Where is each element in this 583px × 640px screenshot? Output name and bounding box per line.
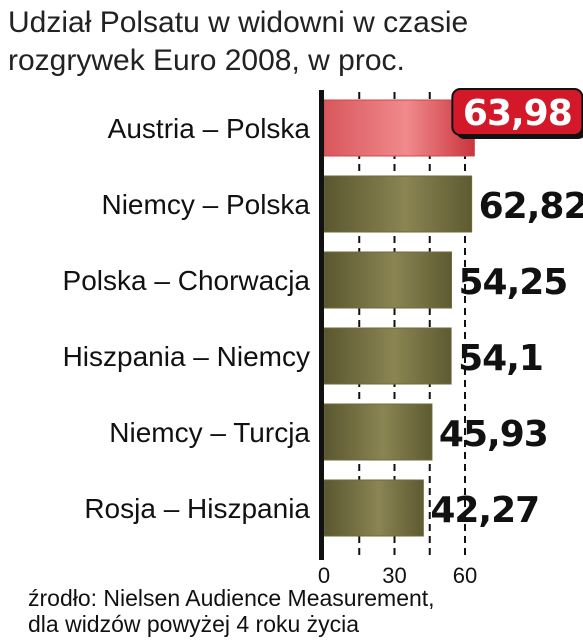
x-axis-ticks: 0 30 60 [318, 563, 477, 588]
category-label: Rosja – Hiszpania [84, 493, 310, 524]
chart-title-line-1: Udział Polsatu w widowni w czasie [8, 6, 468, 39]
value-label: 54,25 [458, 262, 567, 303]
bar [323, 327, 452, 385]
bar [323, 479, 424, 537]
value-badge [451, 88, 583, 136]
x-tick-label: 60 [453, 563, 477, 588]
value-label: 54,1 [458, 338, 543, 379]
category-label: Niemcy – Turcja [109, 417, 310, 448]
value-labels: 63,98 62,82 54,25 54,1 45,93 42,27 [430, 88, 583, 531]
bar [323, 403, 433, 461]
category-label: Niemcy – Polska [101, 189, 310, 220]
source-line-1: źrodło: Nielsen Audience Measurement, [28, 585, 435, 611]
x-tick-label: 0 [318, 563, 330, 588]
bar [323, 251, 452, 309]
category-label: Polska – Chorwacja [63, 265, 311, 296]
value-label: 42,27 [430, 490, 539, 531]
chart-title-line-2: rozgrywek Euro 2008, w proc. [8, 44, 405, 77]
x-tick-label: 30 [382, 563, 406, 588]
y-axis-line [319, 90, 324, 560]
bar [323, 175, 473, 233]
value-label: 62,82 [479, 186, 583, 227]
category-labels: Austria – Polska Niemcy – Polska Polska – … [63, 113, 311, 524]
bars [323, 99, 475, 537]
value-label: 63,98 [463, 93, 572, 134]
bar [323, 99, 475, 157]
source-line-2: dla widzów powyżej 4 roku życia [28, 611, 359, 637]
category-label: Hiszpania – Niemcy [63, 341, 310, 372]
category-label: Austria – Polska [108, 113, 311, 144]
value-label: 45,93 [439, 414, 548, 455]
